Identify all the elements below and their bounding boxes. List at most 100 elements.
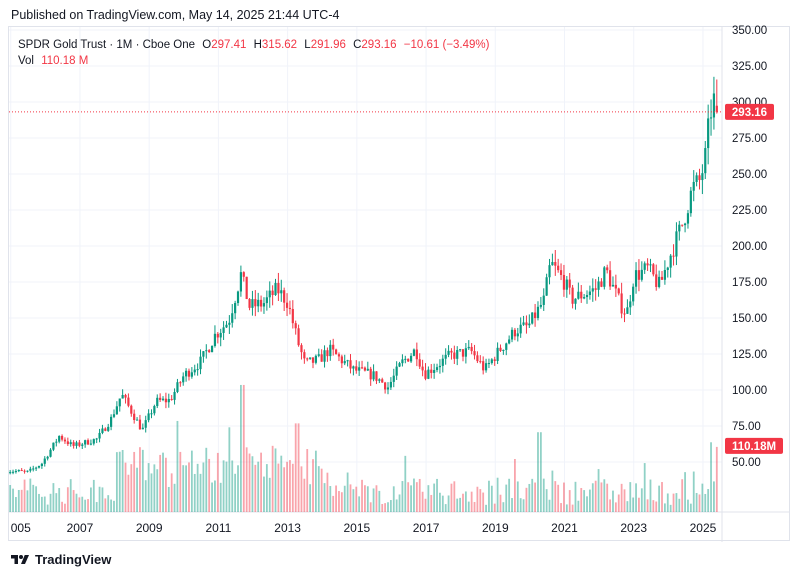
volume-bar	[427, 485, 430, 512]
candle-body	[456, 350, 459, 359]
candle	[317, 348, 320, 358]
candle	[539, 296, 542, 309]
volume-bar	[583, 490, 586, 512]
candle	[72, 440, 75, 449]
candle	[375, 371, 378, 385]
candle	[597, 276, 600, 297]
candle-body	[95, 438, 98, 440]
candle-body	[649, 264, 652, 266]
candle-body	[89, 443, 93, 445]
candle	[568, 273, 571, 295]
candle-body	[363, 367, 367, 371]
candle-body	[288, 307, 292, 310]
legend-symbol[interactable]: SPDR Gold Trust · 1M · Cboe One	[18, 39, 196, 51]
candle	[438, 359, 442, 374]
y-tick-label: 175.00	[732, 277, 767, 289]
candle-body	[421, 366, 424, 371]
volume-bar	[421, 491, 424, 512]
volume-bar	[407, 482, 410, 512]
candle	[210, 345, 214, 353]
candle-body	[112, 414, 116, 417]
candle-body	[692, 181, 695, 191]
candle-body	[438, 365, 442, 368]
volume-bar	[577, 500, 580, 512]
volume-bar	[29, 478, 32, 512]
volume-bar	[277, 463, 280, 512]
volume-bar	[254, 464, 257, 512]
tradingview-footer[interactable]: TradingView	[10, 552, 111, 567]
candle-body	[156, 397, 159, 407]
candle	[135, 417, 139, 421]
candle-body	[323, 350, 326, 362]
candle	[369, 366, 372, 386]
candle	[280, 279, 283, 302]
candle-body	[320, 354, 323, 362]
volume-bar	[361, 479, 363, 512]
candle	[329, 340, 332, 361]
candle	[473, 344, 476, 360]
candle	[600, 278, 603, 288]
candle-body	[14, 471, 18, 473]
candle	[346, 359, 349, 367]
volume-bar	[364, 485, 366, 512]
candle	[701, 164, 704, 195]
volume-bar	[61, 501, 63, 512]
volume-bar	[12, 488, 14, 512]
candle-body	[470, 346, 473, 352]
volume-bar	[436, 478, 438, 512]
candle-body	[675, 231, 678, 257]
candle-body	[704, 148, 707, 174]
candle-body	[124, 395, 127, 398]
volume-bar	[617, 494, 620, 512]
candle-body	[594, 288, 597, 290]
volume-bar	[251, 456, 254, 512]
volume-bar	[257, 461, 260, 512]
candle	[107, 423, 110, 432]
volume-bar	[32, 484, 35, 512]
volume-bar	[404, 455, 407, 512]
volume-bar	[216, 452, 219, 512]
volume-bar	[672, 493, 675, 512]
candle	[640, 261, 643, 282]
volume-series	[9, 384, 718, 512]
volume-bar	[52, 483, 55, 512]
candle	[372, 364, 375, 382]
candle-body	[640, 269, 643, 280]
candle	[467, 340, 470, 350]
candle-body	[614, 284, 617, 289]
candle-body	[386, 387, 390, 390]
volume-bar	[519, 498, 522, 512]
volume-bar	[335, 485, 337, 512]
candle-body	[603, 267, 606, 287]
volume-bar	[516, 481, 519, 512]
candle-body	[372, 371, 375, 380]
candle	[277, 272, 280, 301]
candle-body	[26, 470, 29, 472]
candle	[159, 393, 162, 402]
candle	[536, 301, 540, 321]
volume-bar	[173, 483, 176, 512]
volume-bar	[499, 494, 502, 512]
candle	[421, 359, 424, 377]
candle	[205, 344, 208, 359]
candle-body	[585, 295, 589, 298]
candle-body	[257, 299, 260, 307]
candle-body	[476, 355, 479, 362]
volume-bar	[98, 486, 101, 512]
candle-body	[262, 303, 266, 307]
candle	[632, 283, 635, 306]
candle-body	[150, 413, 153, 415]
candle	[698, 168, 701, 190]
volume-bar	[156, 469, 159, 512]
volume-bar	[687, 499, 689, 512]
volume-bar	[398, 494, 401, 512]
volume-bar	[586, 496, 588, 512]
x-tick-label: 2009	[136, 521, 163, 535]
candle-body	[415, 349, 418, 360]
volume-bar	[493, 503, 496, 512]
candle-body	[6, 471, 8, 473]
candle	[17, 469, 20, 473]
volume-bar	[159, 454, 162, 512]
candle	[291, 300, 294, 329]
